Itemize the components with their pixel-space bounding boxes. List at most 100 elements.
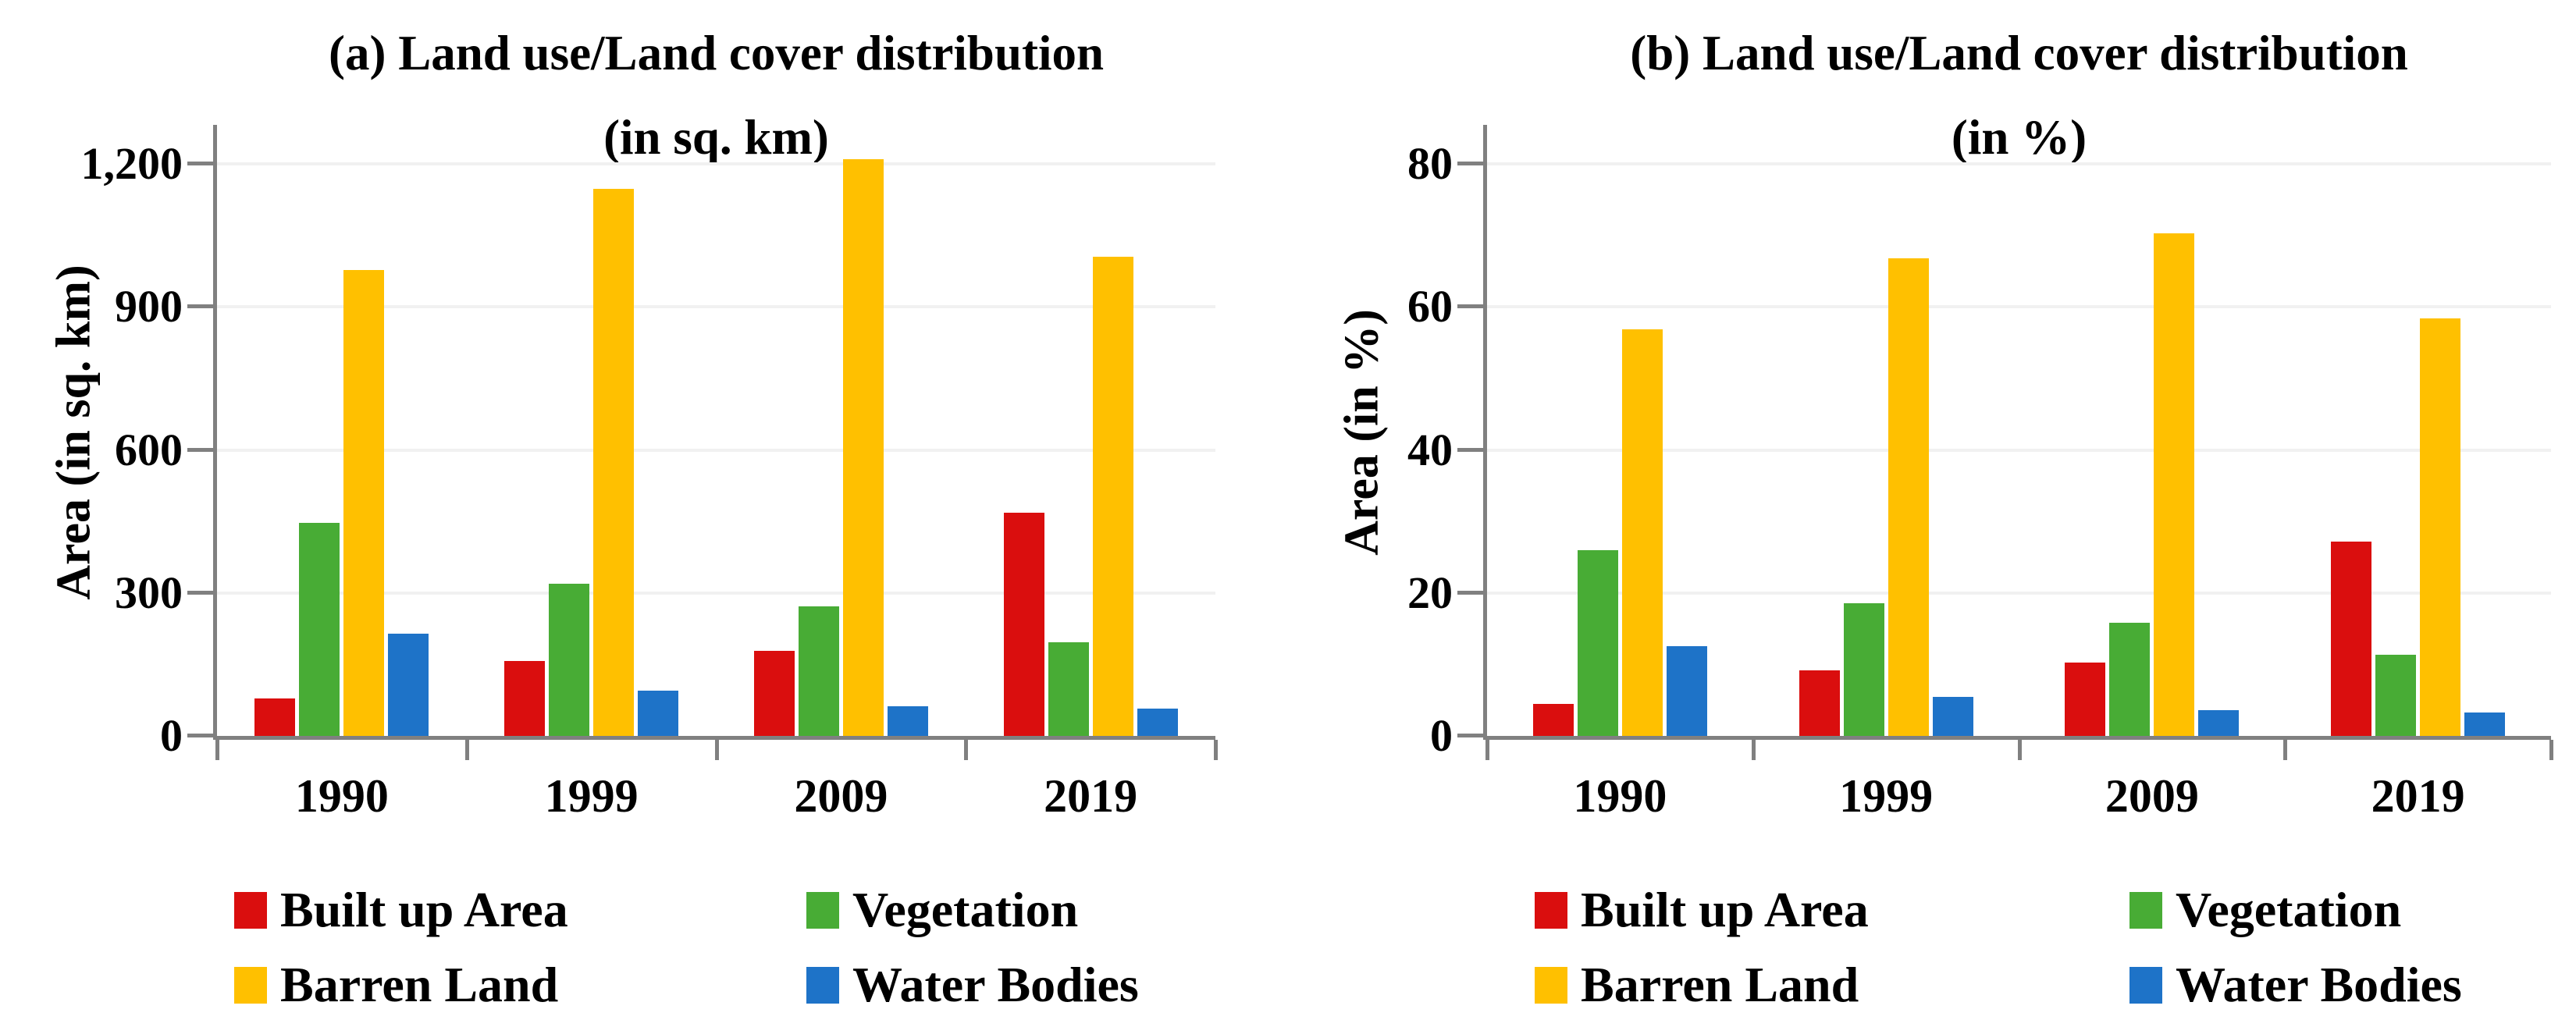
bar-built-up-area-2009 bbox=[2065, 662, 2106, 736]
bar-vegetation-2019 bbox=[1048, 641, 1089, 736]
bar-water-bodies-1999 bbox=[638, 690, 679, 736]
y-tick-mark-1200 bbox=[187, 162, 214, 165]
y-tick-label-600: 600 bbox=[115, 424, 183, 475]
bar-barren-land-1999 bbox=[1888, 258, 1929, 736]
bar-built-up-area-1990 bbox=[254, 698, 296, 736]
x-tick-mark-3 bbox=[964, 740, 969, 760]
x-tick-mark-1 bbox=[1751, 740, 1756, 760]
y-tick-label-0: 0 bbox=[1430, 710, 1453, 761]
bar-vegetation-2019 bbox=[2375, 654, 2417, 736]
chart-b-title: (b) Land use/Land cover distribution (in… bbox=[1487, 11, 2551, 180]
bar-built-up-area-1990 bbox=[1532, 703, 1574, 736]
x-tick-mark-4 bbox=[1214, 740, 1218, 760]
bar-barren-land-2009 bbox=[842, 158, 884, 736]
legend-item-built-up-area: Built up Area bbox=[1535, 879, 2129, 941]
legend-item-barren-land: Barren Land bbox=[234, 954, 806, 1016]
x-axis-labels-b: 1990 1999 2009 2019 bbox=[1487, 769, 2551, 823]
legend-swatch-built-up-area bbox=[1535, 891, 1567, 929]
legend-label-barren-land: Barren Land bbox=[280, 957, 559, 1012]
bar-built-up-area-1999 bbox=[1799, 670, 1840, 736]
bar-groups bbox=[217, 125, 1215, 736]
bar-barren-land-1999 bbox=[593, 188, 635, 736]
chart-b-title-line1: (b) Land use/Land cover distribution bbox=[1630, 26, 2408, 80]
x-tick-mark-3 bbox=[2283, 740, 2288, 760]
legend-swatch-water-bodies bbox=[2129, 966, 2162, 1004]
legend-label-built-up-area: Built up Area bbox=[1581, 882, 1869, 937]
x-tick-mark-2 bbox=[714, 740, 719, 760]
y-tick-label-0: 0 bbox=[160, 710, 183, 761]
legend-item-vegetation: Vegetation bbox=[2129, 879, 2462, 941]
y-axis-line bbox=[1483, 125, 1487, 740]
legend-label-water-bodies: Water Bodies bbox=[852, 957, 1139, 1012]
bar-vegetation-1999 bbox=[1843, 602, 1884, 736]
gridline-600 bbox=[217, 448, 1215, 452]
legend-label-water-bodies: Water Bodies bbox=[2176, 957, 2462, 1012]
bar-water-bodies-2019 bbox=[2464, 712, 2506, 736]
x-axis-label-1990: 1990 bbox=[1573, 770, 1667, 822]
legend-swatch-water-bodies bbox=[806, 966, 839, 1004]
x-axis-label-1999: 1999 bbox=[544, 770, 639, 822]
y-tick-mark-900 bbox=[187, 304, 214, 309]
y-tick-label-40: 40 bbox=[1407, 424, 1453, 475]
plot-area-b: 0 20 40 60 80 bbox=[1407, 125, 2553, 761]
gridline-300 bbox=[217, 591, 1215, 595]
x-tick-mark-0 bbox=[1485, 740, 1489, 760]
panel-a: (a) Land use/Land cover distribution (in… bbox=[48, 11, 1218, 1016]
bar-barren-land-1990 bbox=[1621, 329, 1663, 736]
gridline-1200 bbox=[217, 162, 1215, 165]
bar-vegetation-2009 bbox=[2109, 623, 2151, 736]
legend-label-built-up-area: Built up Area bbox=[280, 882, 568, 937]
bar-water-bodies-1999 bbox=[1932, 696, 1973, 736]
y-tick-mark-40 bbox=[1457, 447, 1484, 452]
bar-group-1999 bbox=[467, 125, 717, 736]
y-tick-label-900: 900 bbox=[115, 281, 183, 332]
x-tick-mark-2 bbox=[2017, 740, 2022, 760]
y-tick-label-60: 60 bbox=[1407, 281, 1453, 332]
bar-barren-land-2019 bbox=[1092, 257, 1133, 736]
y-tick-mark-300 bbox=[187, 590, 214, 595]
legend-item-barren-land: Barren Land bbox=[1535, 954, 2129, 1016]
bar-built-up-area-2009 bbox=[753, 651, 795, 736]
legend-swatch-barren-land bbox=[234, 966, 267, 1004]
plot-area-a: 0 300 600 900 1,200 bbox=[81, 125, 1218, 761]
bar-group-1990 bbox=[217, 125, 467, 736]
bar-barren-land-2009 bbox=[2154, 233, 2195, 736]
y-tick-mark-80 bbox=[1457, 162, 1484, 165]
x-axis-label-1990: 1990 bbox=[294, 770, 389, 822]
chart-a-title: (a) Land use/Land cover distribution (in… bbox=[217, 11, 1215, 180]
x-axis-label-1999: 1999 bbox=[1839, 770, 1934, 822]
bar-barren-land-2019 bbox=[2420, 318, 2461, 736]
gridline-900 bbox=[217, 305, 1215, 309]
bar-water-bodies-2009 bbox=[2198, 710, 2240, 736]
bar-group-1999 bbox=[1753, 125, 2019, 736]
y-tick-label-300: 300 bbox=[115, 567, 183, 618]
x-axis-label-2009: 2009 bbox=[2105, 770, 2199, 822]
legend-label-barren-land: Barren Land bbox=[1581, 957, 1859, 1012]
legend-swatch-vegetation bbox=[2129, 891, 2162, 929]
legend-a: Built up Area Vegetation Barren Land Water … bbox=[234, 879, 1139, 1016]
legend-item-water-bodies: Water Bodies bbox=[2129, 954, 2462, 1016]
chart-a-title-line1: (a) Land use/Land cover distribution bbox=[328, 26, 1105, 80]
bar-group-2009 bbox=[2019, 125, 2286, 736]
bar-vegetation-1990 bbox=[299, 522, 340, 736]
y-axis-line bbox=[213, 125, 217, 740]
bar-vegetation-1999 bbox=[549, 583, 590, 736]
panel-b: (b) Land use/Land cover distribution (in… bbox=[1288, 0, 2576, 1027]
y-tick-mark-60 bbox=[1457, 304, 1484, 309]
y-axis-title-percent: Area (in %) bbox=[1335, 309, 1389, 556]
x-axis-label-2019: 2019 bbox=[2371, 770, 2465, 822]
y-tick-label-20: 20 bbox=[1407, 567, 1453, 618]
legend-label-vegetation: Vegetation bbox=[852, 882, 1079, 937]
bar-vegetation-1990 bbox=[1577, 549, 1618, 736]
y-tick-mark-20 bbox=[1457, 590, 1484, 595]
bar-vegetation-2009 bbox=[798, 606, 839, 736]
y-tick-mark-600 bbox=[187, 447, 214, 452]
bar-barren-land-1990 bbox=[343, 269, 385, 736]
bar-built-up-area-2019 bbox=[1003, 513, 1044, 736]
bar-group-2019 bbox=[966, 125, 1215, 736]
gridline-20 bbox=[1487, 591, 2551, 595]
x-axis-label-2009: 2009 bbox=[794, 770, 888, 822]
bar-built-up-area-1999 bbox=[504, 660, 546, 736]
y-tick-label-1200: 1,200 bbox=[80, 138, 183, 189]
